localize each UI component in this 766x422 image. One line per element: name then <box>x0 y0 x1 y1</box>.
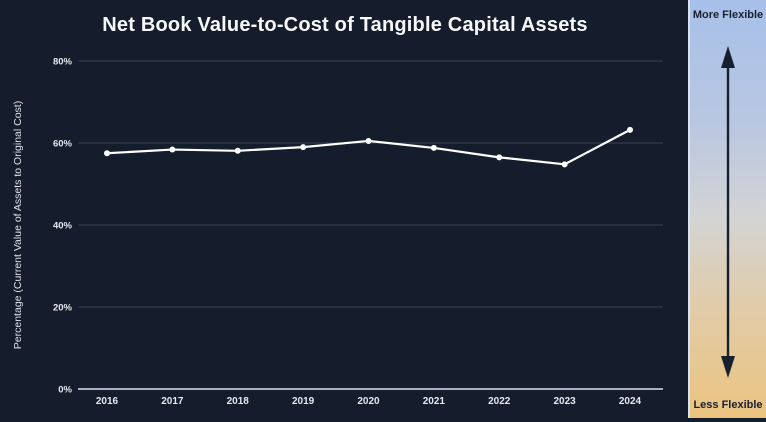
x-tick-label: 2020 <box>357 396 380 407</box>
data-point <box>496 154 503 161</box>
chart-panel: Net Book Value-to-Cost of Tangible Capit… <box>12 14 663 407</box>
data-point <box>234 147 241 154</box>
data-point <box>430 144 437 151</box>
bottom-edge <box>0 418 766 422</box>
line-chart: 0% 20% 40% 60% 80% 2016 2017 2018 2019 2020 2021 20… <box>53 57 663 407</box>
more-flexible-label: More Flexible <box>692 9 764 21</box>
x-tick-label: 2019 <box>292 396 315 407</box>
data-line <box>105 128 632 166</box>
data-point <box>627 126 633 133</box>
x-tick-label: 2017 <box>161 396 184 407</box>
data-point <box>169 146 176 153</box>
x-tick-label: 2018 <box>227 396 250 407</box>
y-tick-label: 40% <box>53 221 73 232</box>
less-flexible-label: Less Flexible <box>693 398 763 411</box>
flexibility-scale-panel: More Flexible Less Flexible <box>688 0 766 418</box>
data-point <box>561 161 568 168</box>
double-arrow-icon <box>721 46 735 378</box>
x-tick-label: 2021 <box>423 396 446 407</box>
x-tick-label: 2024 <box>619 396 642 407</box>
data-point <box>365 137 372 144</box>
x-tick-label: 2022 <box>488 396 511 407</box>
data-point <box>104 150 110 157</box>
x-tick-label: 2023 <box>554 396 577 407</box>
y-tick-label: 20% <box>53 303 73 314</box>
y-tick-label: 80% <box>53 57 73 68</box>
chart-title: Net Book Value-to-Cost of Tangible Capit… <box>102 14 588 36</box>
x-tick-label: 2016 <box>96 396 119 407</box>
y-tick-label: 0% <box>58 385 72 396</box>
y-tick-label: 60% <box>53 139 73 150</box>
data-point <box>300 144 307 151</box>
